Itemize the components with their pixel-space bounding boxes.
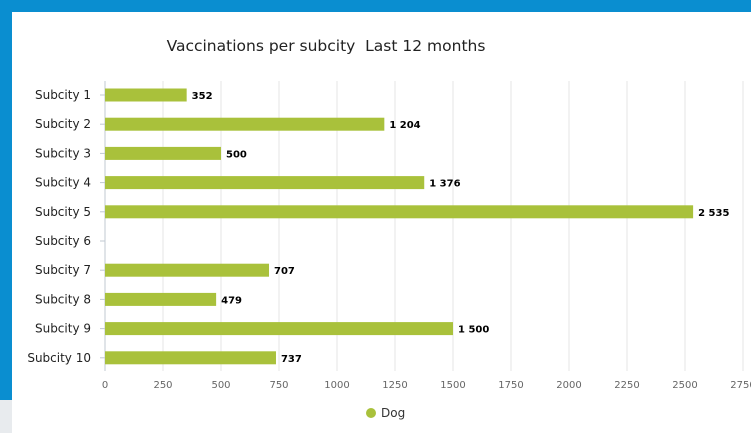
category-label: Subcity 7 [35, 263, 91, 277]
bar [105, 117, 385, 131]
x-tick-label: 1750 [498, 380, 523, 391]
category-label: Subcity 5 [35, 205, 91, 219]
x-tick-label: 250 [153, 380, 172, 391]
x-tick-label: 500 [211, 380, 230, 391]
data-label: 2 535 [698, 208, 729, 219]
bar [105, 176, 425, 190]
bar [105, 88, 187, 102]
category-label: Subcity 8 [35, 292, 91, 306]
x-tick-label: 1250 [382, 380, 407, 391]
bar [105, 292, 217, 306]
legend-dot-icon [366, 408, 376, 418]
legend-label: Dog [381, 406, 406, 420]
x-tick-label: 750 [269, 380, 288, 391]
data-label: 737 [281, 354, 302, 365]
chart-legend[interactable]: Dog [366, 405, 405, 421]
data-label: 707 [274, 266, 295, 277]
x-tick-label: 1500 [440, 380, 465, 391]
category-label: Subcity 9 [35, 322, 91, 336]
bar [105, 263, 270, 277]
frame-top-bar [0, 0, 751, 12]
x-tick-label: 0 [102, 380, 108, 391]
data-label: 500 [226, 149, 247, 160]
x-tick-label: 2750 [730, 380, 751, 391]
category-label: Subcity 4 [35, 176, 91, 190]
chart-title: Vaccinations per subcity Last 12 months [166, 37, 486, 55]
bar [105, 205, 694, 219]
bar [105, 322, 453, 336]
frame-left-bar [0, 0, 12, 400]
data-label: 479 [221, 295, 242, 306]
category-label: Subcity 10 [27, 351, 91, 365]
x-tick-label: 2500 [672, 380, 697, 391]
category-label: Subcity 2 [35, 117, 91, 131]
x-tick-label: 2000 [556, 380, 581, 391]
x-tick-label: 2250 [614, 380, 639, 391]
x-tick-label: 1000 [324, 380, 349, 391]
category-label: Subcity 1 [35, 88, 91, 102]
category-label: Subcity 3 [35, 146, 91, 160]
data-label: 1 376 [429, 179, 460, 190]
data-label: 1 500 [458, 325, 489, 336]
bar [105, 351, 276, 365]
data-label: 1 204 [389, 120, 420, 131]
data-label: 352 [192, 91, 213, 102]
frame-corner [0, 400, 12, 433]
category-label: Subcity 6 [35, 234, 91, 248]
bar [105, 146, 221, 160]
